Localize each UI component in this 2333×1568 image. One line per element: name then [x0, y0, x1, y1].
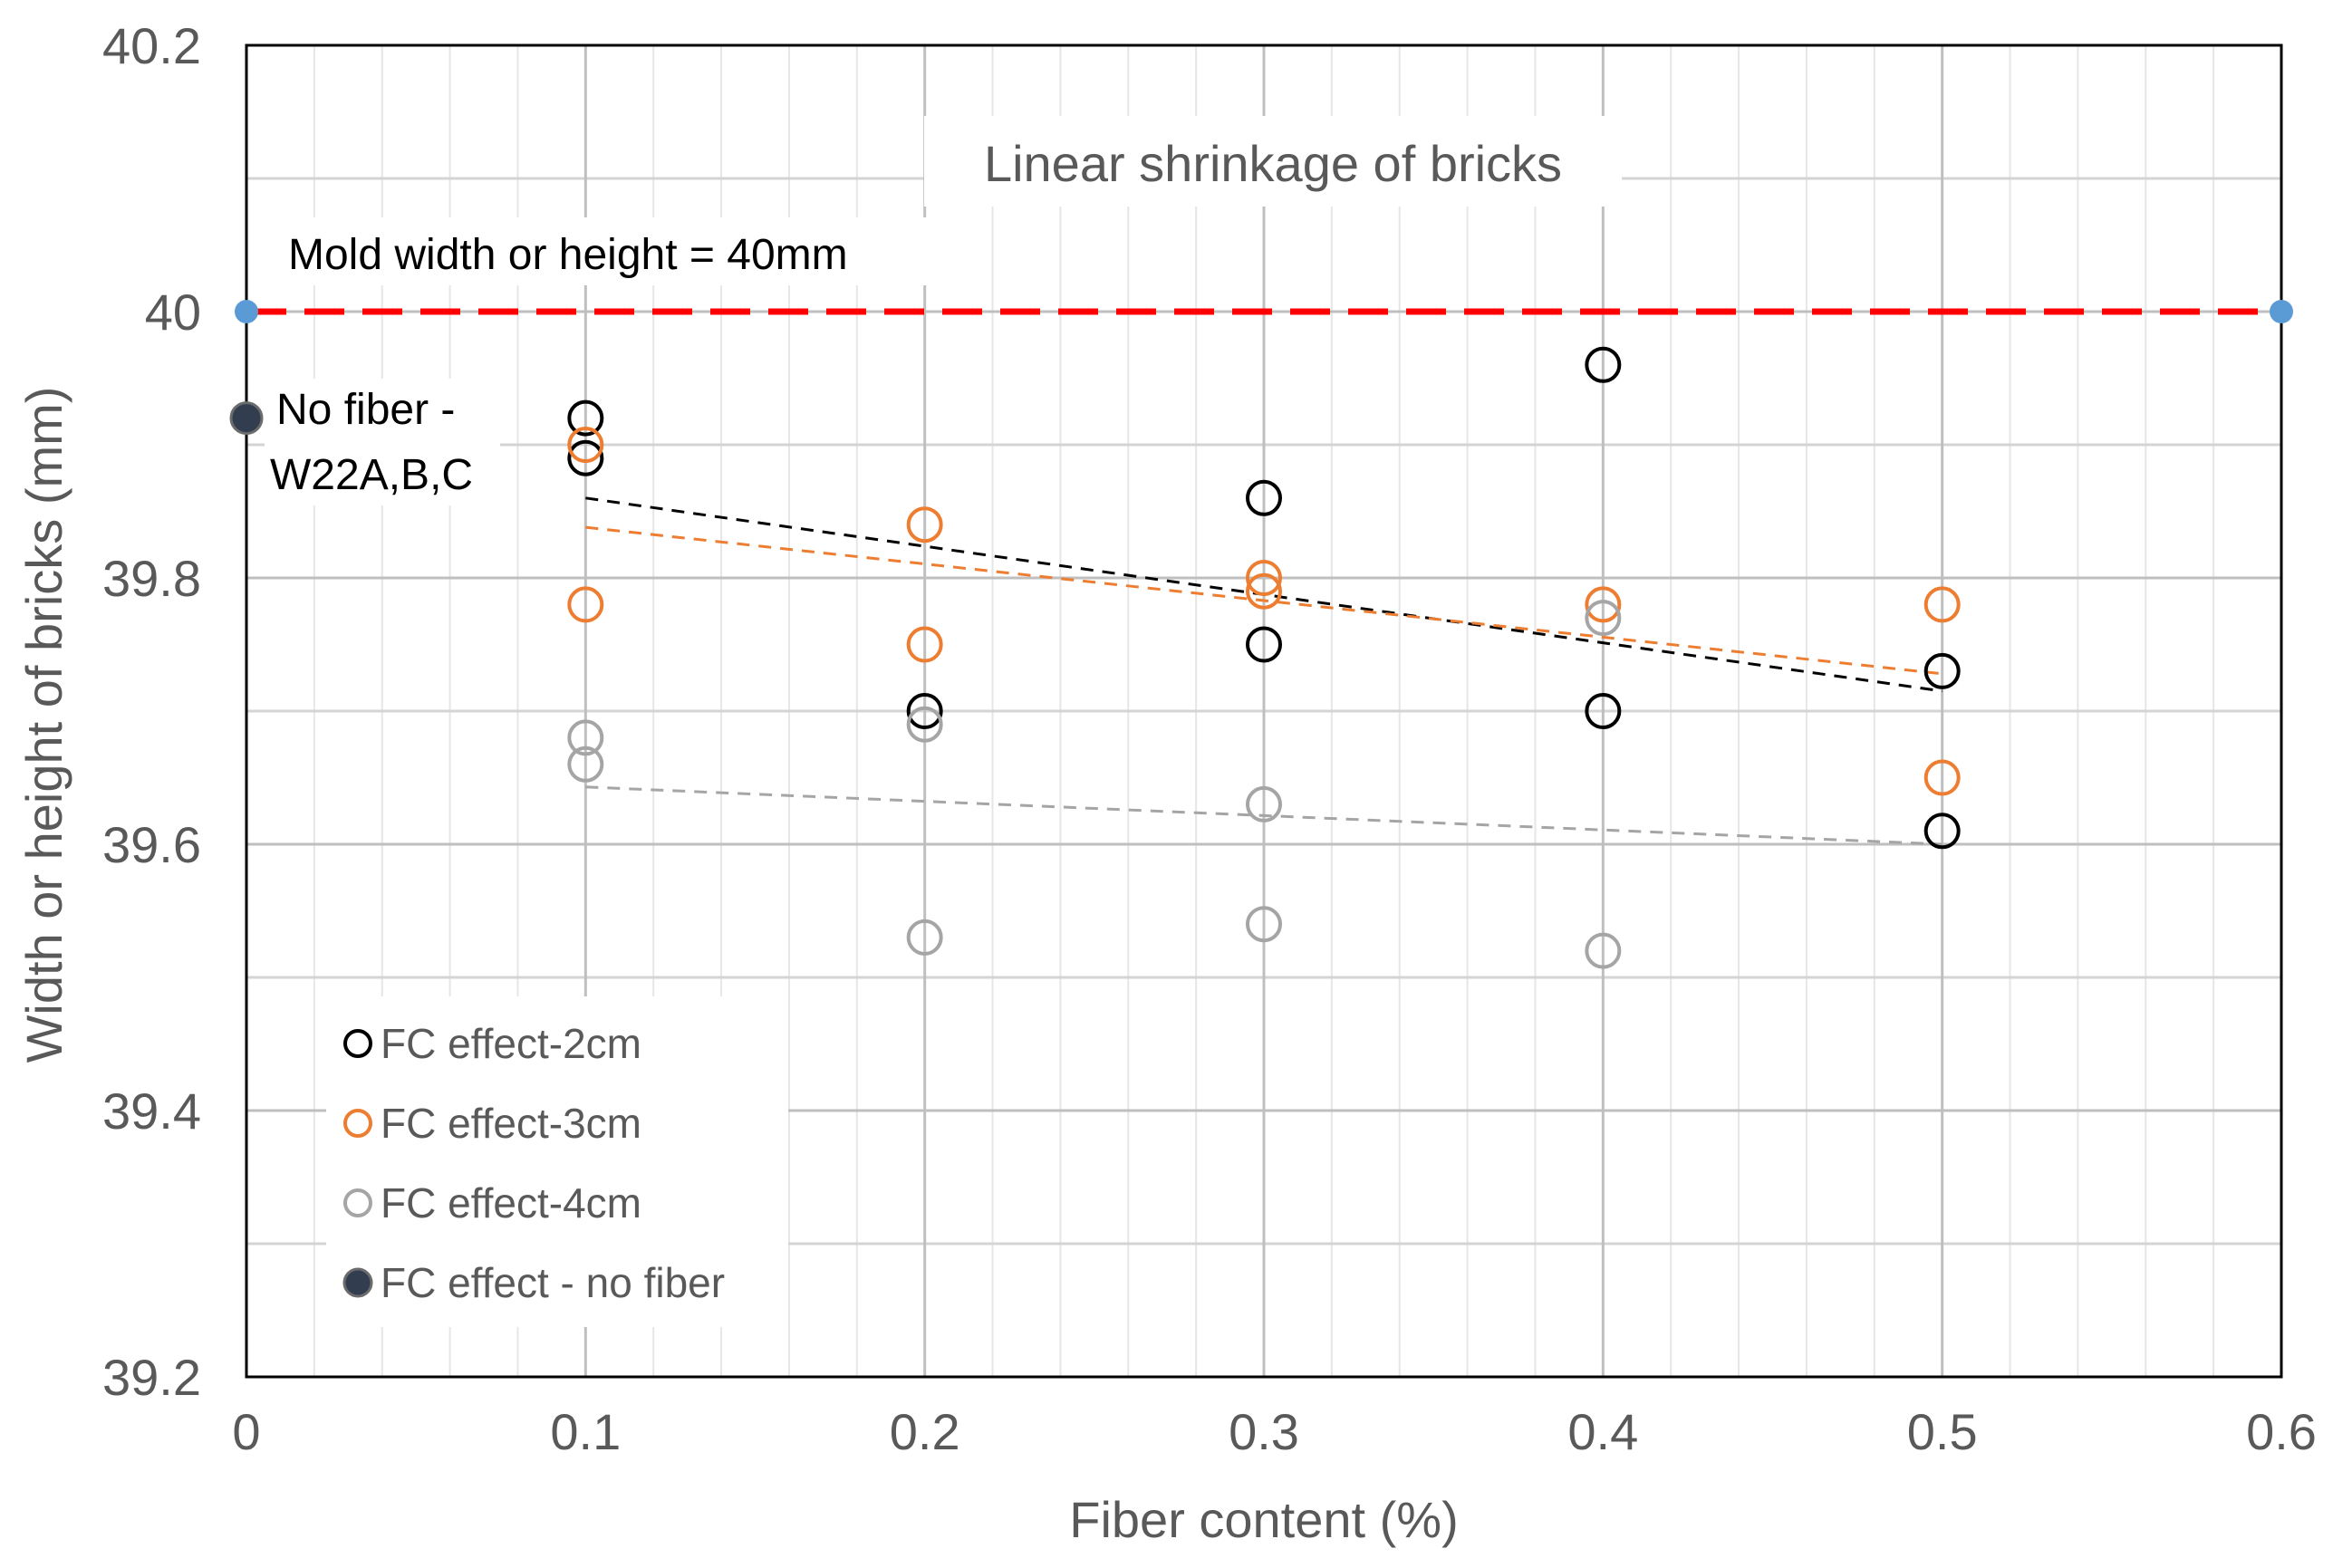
data-point-series-0: [1246, 626, 1282, 663]
legend-background: [326, 996, 788, 1327]
legend-label-no-fiber: FC effect - no fiber: [381, 1259, 725, 1306]
data-point-series-2: [567, 746, 604, 783]
trendline-series-2: [585, 785, 1943, 846]
y-tick-label: 39.4: [102, 1082, 201, 1140]
chart-title: Linear shrinkage of bricks: [984, 135, 1562, 192]
data-point-series-1: [906, 506, 943, 544]
x-tick-label: 0.6: [2246, 1403, 2317, 1460]
data-point-series-0: [567, 399, 604, 437]
data-point-series-2: [906, 706, 943, 743]
data-point-series-2: [1585, 932, 1622, 969]
data-point-series-0: [1585, 693, 1622, 729]
legend-label-4cm: FC effect-4cm: [381, 1179, 641, 1227]
data-point-series-2: [1246, 906, 1282, 943]
x-tick-label: 0: [232, 1403, 260, 1460]
data-points: [229, 346, 1961, 969]
data-point-series-2: [1585, 600, 1622, 637]
x-tick-label: 0.1: [550, 1403, 621, 1460]
legend-marker-3cm: [343, 1109, 372, 1138]
legend-marker-2cm: [343, 1029, 372, 1058]
data-point-series-0: [1246, 479, 1282, 516]
data-point-series-2: [906, 919, 943, 956]
legend-label-2cm: FC effect-2cm: [381, 1020, 641, 1067]
reference-line-label: Mold width or height = 40mm: [288, 231, 848, 279]
trendline-series-1: [585, 525, 1943, 676]
legend-marker-no-fiber: [342, 1267, 373, 1298]
data-point-series-1: [567, 586, 604, 623]
y-tick-label: 40: [145, 284, 201, 341]
data-point-series-0: [567, 439, 604, 476]
x-tick-label: 0.5: [1907, 1403, 1978, 1460]
data-point-series-1: [1585, 586, 1622, 623]
data-point-series-1: [1923, 586, 1961, 623]
legend-marker-4cm: [343, 1188, 372, 1217]
data-point-series-0: [1585, 346, 1622, 383]
reference-line-end-marker: [2270, 300, 2293, 323]
no-fiber-annotation-background: [265, 379, 500, 505]
legend: FC effect-2cm FC effect-3cm FC effect-4c…: [326, 996, 788, 1327]
reference-label-background: [276, 217, 929, 285]
reference-line-start-marker: [235, 300, 258, 323]
chart-title-background: [924, 116, 1622, 207]
reference-line-group: [235, 300, 2293, 323]
data-point-series-2: [1246, 785, 1282, 822]
y-tick-label: 39.6: [102, 816, 201, 873]
no-fiber-annotation-line2: W22A,B,C: [270, 451, 473, 499]
plot-area-border: [245, 43, 2283, 1379]
data-point-series-1: [906, 626, 943, 663]
x-tick-label: 0.3: [1229, 1403, 1299, 1460]
x-tick-label: 0.2: [890, 1403, 960, 1460]
y-tick-label: 39.8: [102, 550, 201, 607]
y-tick-labels: 39.2 39.4 39.6 39.8 40 40.2: [102, 17, 201, 1406]
data-point-series-1: [1246, 560, 1282, 596]
no-fiber-annotation-line1: No fiber -: [276, 386, 455, 434]
data-point-series-0: [1923, 813, 1961, 850]
data-point-series-1: [567, 427, 604, 463]
data-point-series-0: [1923, 652, 1961, 689]
data-point-series-0: [906, 693, 943, 729]
x-tick-labels: 0 0.1 0.2 0.3 0.4 0.5 0.6: [232, 1403, 2317, 1460]
data-point-series-1: [1246, 572, 1282, 610]
data-point-series-3: [229, 401, 264, 436]
y-axis-title: Width or height of bricks (mm): [15, 387, 72, 1063]
x-tick-label: 0.4: [1567, 1403, 1638, 1460]
y-tick-label: 39.2: [102, 1349, 201, 1406]
data-point-series-2: [567, 719, 604, 756]
legend-label-3cm: FC effect-3cm: [381, 1100, 641, 1147]
data-point-series-1: [1923, 759, 1961, 796]
y-tick-label: 40.2: [102, 17, 201, 74]
x-axis-title: Fiber content (%): [1069, 1491, 1459, 1548]
